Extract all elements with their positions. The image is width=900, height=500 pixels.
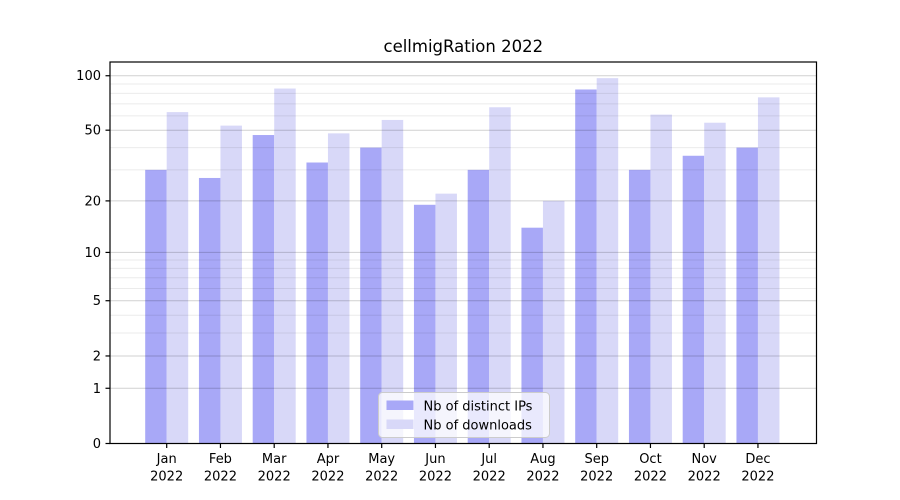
bar-downloads-jul: [489, 107, 511, 444]
bar-distinct-ips-mar: [252, 135, 275, 444]
bar-distinct-ips-jul: [467, 169, 490, 444]
x-tick-label-month: Apr: [317, 452, 340, 467]
bar-distinct-ips-apr: [306, 162, 328, 444]
legend-swatch-distinct-ips: [386, 400, 414, 410]
x-tick-label-year: 2022: [473, 470, 506, 485]
x-tick-label-month: May: [368, 452, 395, 467]
x-tick-label-year: 2022: [204, 470, 237, 485]
x-tick-label-year: 2022: [258, 470, 291, 485]
legend: Nb of distinct IPs Nb of downloads: [378, 392, 550, 438]
bar-distinct-ips-nov: [682, 155, 705, 444]
x-tick-label-month: Oct: [639, 452, 661, 467]
x-tick-label-month: Jul: [480, 452, 497, 467]
bar-downloads-dec: [757, 97, 780, 444]
bar-distinct-ips-aug: [521, 227, 543, 444]
x-tick-label-year: 2022: [688, 470, 721, 485]
bar-distinct-ips-may: [360, 147, 382, 444]
legend-label-downloads: Nb of downloads: [424, 419, 533, 434]
x-tick-label-year: 2022: [311, 470, 344, 485]
bar-downloads-may: [381, 119, 404, 444]
bar-downloads-sep: [596, 78, 619, 444]
x-tick-label-year: 2022: [419, 470, 452, 485]
legend-box: [378, 392, 550, 438]
x-tick-label-month: Jun: [424, 452, 445, 467]
bar-downloads-aug: [542, 200, 565, 444]
x-tick-label-month: Sep: [584, 452, 609, 467]
bar-distinct-ips-jun: [413, 204, 436, 444]
x-tick-label-year: 2022: [526, 470, 559, 485]
bar-downloads-nov: [704, 122, 726, 444]
x-tick-label-month: Feb: [209, 452, 232, 467]
y-tick-label: 1: [93, 382, 101, 397]
bar-distinct-ips-sep: [575, 89, 597, 444]
x-tick-label-month: Mar: [262, 452, 287, 467]
x-tick-label-year: 2022: [741, 470, 774, 485]
y-tick-label: 50: [84, 124, 101, 139]
bar-downloads-mar: [274, 88, 296, 444]
x-tick-label-month: Nov: [692, 452, 718, 467]
bar-distinct-ips-dec: [736, 147, 758, 444]
bar-downloads-feb: [220, 125, 242, 444]
bar-distinct-ips-oct: [628, 169, 651, 444]
x-tick-label-year: 2022: [150, 470, 183, 485]
bar-distinct-ips-feb: [198, 177, 221, 444]
bar-downloads-apr: [327, 133, 350, 444]
y-tick-label: 2: [93, 349, 101, 364]
bar-downloads-oct: [650, 114, 672, 444]
y-tick-label: 10: [84, 246, 101, 261]
x-tick-label-year: 2022: [634, 470, 667, 485]
legend-swatch-downloads: [386, 419, 414, 429]
y-tick-label: 20: [84, 194, 101, 209]
bar-distinct-ips-jan: [145, 169, 167, 444]
x-tick-label-month: Aug: [530, 452, 555, 467]
y-tick-label: 100: [76, 69, 101, 84]
x-tick-label-year: 2022: [365, 470, 398, 485]
x-tick-label-month: Dec: [745, 452, 770, 467]
legend-label-distinct-ips: Nb of distinct IPs: [424, 400, 533, 415]
x-tick-label-year: 2022: [580, 470, 613, 485]
bar-downloads-jan: [166, 112, 189, 444]
y-tick-label: 5: [93, 294, 101, 309]
x-tick-label-month: Jan: [156, 452, 177, 467]
chart-title: cellmigRation 2022: [384, 37, 544, 56]
y-tick-label: 0: [93, 437, 101, 452]
bar-downloads-jun: [435, 193, 457, 444]
